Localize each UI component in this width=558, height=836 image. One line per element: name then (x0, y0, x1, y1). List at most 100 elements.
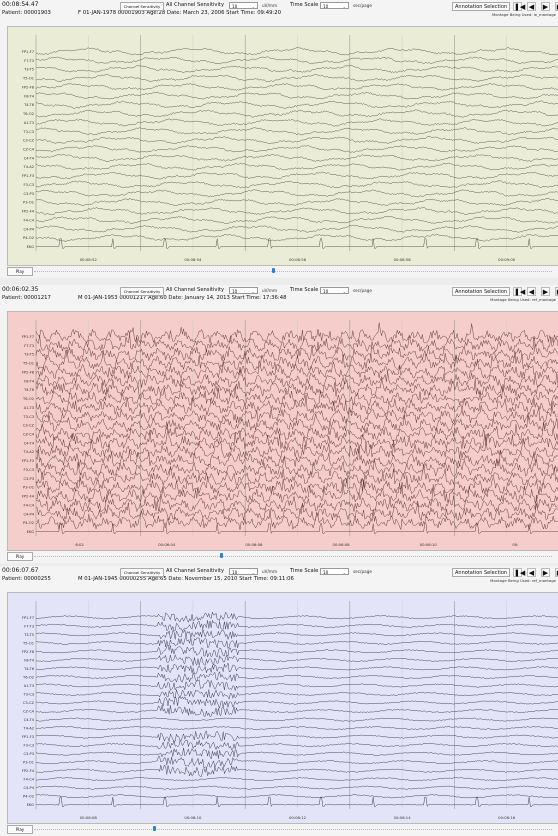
eeg-channel-trace (35, 739, 558, 751)
timeline-track[interactable] (34, 829, 552, 831)
eeg-channel-trace (35, 386, 558, 406)
play-button[interactable]: Play (7, 552, 33, 561)
step-back-icon[interactable]: ◀ (527, 568, 536, 577)
channel-label: T4-T6 (23, 103, 35, 107)
timeline-slider-thumb[interactable] (153, 826, 157, 831)
channel-label: A1-T3 (24, 684, 34, 688)
eeg-channel-trace (35, 726, 558, 731)
eeg-channel-trace (35, 171, 558, 180)
eeg-waveform-plot[interactable]: FP1-F7 F7-T3 T3-T5 T5-O1 FP2-F8 F8-T4 T4-T6 T6-… (7, 592, 558, 824)
channel-label: P3-O1 (23, 761, 34, 765)
eeg-channel-trace (35, 482, 558, 504)
eeg-channel-trace (35, 671, 558, 683)
play-forward-icon[interactable]: ▶ (541, 287, 550, 296)
skip-to-start-icon[interactable]: ❚◀ (513, 2, 526, 11)
annotation-selection-button[interactable]: Annotation Selection (452, 287, 511, 296)
channel-label: T5-O1 (22, 641, 34, 645)
sensitivity-select[interactable]: 10 ⌄ (229, 2, 258, 9)
eeg-channel-trace (35, 717, 558, 722)
time-scale-value: 10 (323, 289, 329, 294)
eeg-channel-trace (35, 611, 558, 623)
annotation-selection-button[interactable]: Annotation Selection (452, 2, 511, 11)
channel-sensitivity-button[interactable]: Channel Sensitivity (120, 287, 164, 296)
current-time: 00:08:54.47 (2, 1, 39, 8)
play-forward-icon[interactable]: ▶ (541, 2, 550, 11)
eeg-channel-trace (35, 359, 558, 380)
channel-label: C3-CZ (23, 424, 35, 428)
channel-label: C3-P3 (23, 477, 34, 481)
annotation-selection-button[interactable]: Annotation Selection (452, 568, 511, 577)
play-forward-icon[interactable]: ▶ (541, 568, 550, 577)
skip-forward-icon[interactable]: ▶ (555, 287, 558, 296)
time-scale-select[interactable]: 10 ⌄ (320, 287, 349, 294)
time-tick-label: 00:06:16 (498, 815, 516, 820)
time-scale-label: Time Scale (290, 2, 319, 8)
channel-label: T4-A2 (23, 450, 34, 454)
eeg-channel-trace (35, 47, 558, 56)
eeg-channel-trace (35, 637, 558, 650)
eeg-channel-trace (35, 180, 558, 189)
channel-label: T5-O1 (22, 362, 34, 366)
channel-label: T4-T6 (23, 667, 35, 671)
play-button[interactable]: Play (7, 267, 33, 276)
eeg-channel-trace (35, 705, 558, 718)
time-tick-label: 00:09:00 (498, 257, 516, 262)
sensitivity-select[interactable]: 10 ⌄ (229, 568, 258, 575)
eeg-channel-trace (35, 421, 558, 441)
time-tick-label: 00:06:14 (394, 815, 412, 820)
chevron-down-icon: ⌄ (342, 4, 346, 9)
eeg-channel-trace (35, 502, 558, 522)
eeg-channel-trace (35, 429, 558, 450)
timeline-slider-thumb[interactable] (272, 268, 276, 273)
channel-sensitivity-button[interactable]: Channel Sensitivity (120, 568, 164, 577)
timeline-slider-thumb[interactable] (220, 553, 224, 558)
eeg-panel-2: 00:06:02.35 Patient: 00001217 M 01-JAN-1… (0, 285, 558, 563)
eeg-channel-trace (35, 109, 558, 118)
eeg-waveform-plot[interactable]: FP1-F7 F7-T3 T3-T5 T5-O1 FP2-F8 F8-T4 T4-T6 T6-… (7, 311, 558, 551)
eeg-channel-trace (35, 777, 558, 782)
eeg-channel-trace (35, 695, 558, 710)
channel-label: T6-O2 (22, 112, 34, 116)
channel-label: FP2-F8 (22, 650, 35, 654)
time-scale-select[interactable]: 10 ⌄ (320, 568, 349, 575)
patient-id: Patient: 00001217 (2, 295, 51, 301)
time-scale-select[interactable]: 10 ⌄ (320, 2, 349, 9)
channel-label: T6-O2 (22, 675, 34, 679)
channel-sensitivity-button[interactable]: Channel Sensitivity (120, 2, 164, 11)
play-button[interactable]: Play (7, 825, 33, 834)
sensitivity-select[interactable]: 10 ⌄ (229, 287, 258, 294)
skip-forward-icon[interactable]: ▶ (555, 2, 558, 11)
sensitivity-value: 10 (232, 289, 238, 294)
skip-forward-icon[interactable]: ▶ (555, 568, 558, 577)
skip-to-start-icon[interactable]: ❚◀ (513, 568, 526, 577)
channel-label: T3-T5 (23, 633, 34, 637)
channel-label: T4-A2 (23, 165, 34, 169)
skip-to-start-icon[interactable]: ❚◀ (513, 287, 526, 296)
step-back-icon[interactable]: ◀ (527, 287, 536, 296)
channel-label: F7-T3 (24, 59, 34, 63)
eeg-waveform-plot[interactable]: FP1-F7 F7-T3 T3-T5 T5-O1 FP2-F8 F8-T4 T4-T6 T6-… (7, 26, 558, 266)
eeg-channel-trace (35, 333, 558, 353)
channel-label: T3-T5 (23, 68, 34, 72)
time-tick-label: 00:06:10 (184, 815, 202, 820)
playback-bar: Play (0, 551, 558, 561)
playback-bar: Play (0, 266, 558, 276)
channel-label: C4-T4 (24, 718, 35, 722)
eeg-channel-trace (35, 162, 558, 171)
eeg-channel-trace (35, 493, 558, 513)
sensitivity-value: 10 (232, 4, 238, 9)
eeg-panel-1: 00:08:54.47 Patient: 00001903 F 01-JAN-1… (0, 0, 558, 278)
time-scale-unit: sec/page (353, 569, 372, 574)
eeg-channel-trace (35, 118, 558, 127)
chevron-down-icon: ⌄ (342, 570, 346, 575)
recording-info: F 01-JAN-1978 00001903 Age:28 Date: Marc… (78, 10, 281, 16)
channel-label: T5-O1 (22, 77, 34, 81)
step-back-icon[interactable]: ◀ (527, 2, 536, 11)
channel-label: P3-O1 (23, 486, 34, 490)
timeline-track[interactable] (34, 271, 552, 273)
eeg-channel-trace (35, 475, 558, 495)
channel-label: T3-C3 (22, 130, 34, 134)
channel-label: T3-T5 (23, 353, 34, 357)
eeg-channel-trace (35, 653, 558, 666)
timeline-track[interactable] (34, 556, 552, 558)
